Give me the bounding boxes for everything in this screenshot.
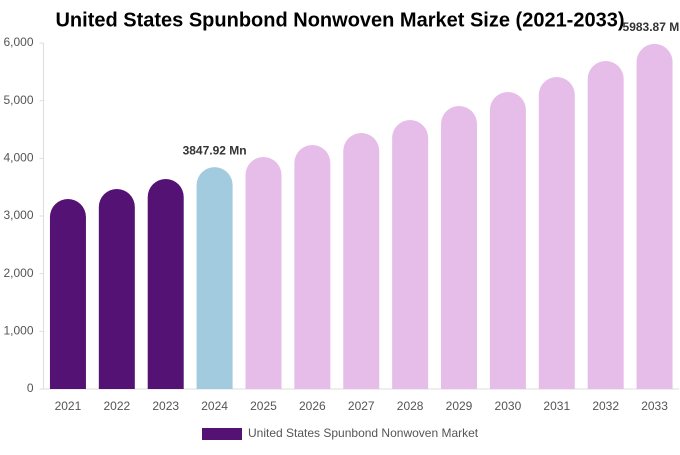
x-tick-label: 2032 — [592, 399, 619, 413]
x-tick-label: 2024 — [201, 399, 228, 413]
legend-swatch — [202, 428, 242, 440]
x-tick-label: 2023 — [152, 399, 179, 413]
bar — [392, 120, 429, 389]
bar — [441, 106, 478, 389]
x-tick-label: 2022 — [103, 399, 130, 413]
y-tick-label: 1,000 — [3, 324, 33, 338]
bar — [587, 60, 624, 389]
bar — [343, 133, 380, 389]
y-tick-label: 2,000 — [3, 266, 33, 280]
x-tick-label: 2031 — [543, 399, 570, 413]
bar — [49, 198, 86, 389]
y-tick-label: 0 — [27, 381, 34, 395]
bar — [98, 189, 135, 389]
x-tick-label: 2021 — [55, 399, 82, 413]
x-tick-label: 2025 — [250, 399, 277, 413]
x-tick-label: 2029 — [446, 399, 473, 413]
bar — [245, 157, 282, 389]
x-tick-label: 2030 — [495, 399, 522, 413]
bar — [538, 77, 575, 389]
y-tick-label: 5,000 — [3, 93, 33, 107]
bar — [636, 43, 673, 389]
y-tick-label: 6,000 — [3, 35, 33, 49]
value-label: 5983.87 Mn — [623, 20, 680, 34]
y-tick-label: 3,000 — [3, 208, 33, 222]
x-tick-label: 2026 — [299, 399, 326, 413]
bar — [489, 92, 526, 389]
bar — [196, 167, 233, 389]
legend-label: United States Spunbond Nonwoven Market — [248, 426, 479, 440]
x-tick-label: 2027 — [348, 399, 375, 413]
y-tick-label: 4,000 — [3, 151, 33, 165]
bar — [294, 145, 331, 389]
value-label: 3847.92 Mn — [183, 143, 247, 157]
bar — [147, 179, 184, 389]
x-tick-label: 2028 — [397, 399, 424, 413]
chart-title: United States Spunbond Nonwoven Market S… — [55, 9, 624, 31]
x-tick-label: 2033 — [641, 399, 668, 413]
